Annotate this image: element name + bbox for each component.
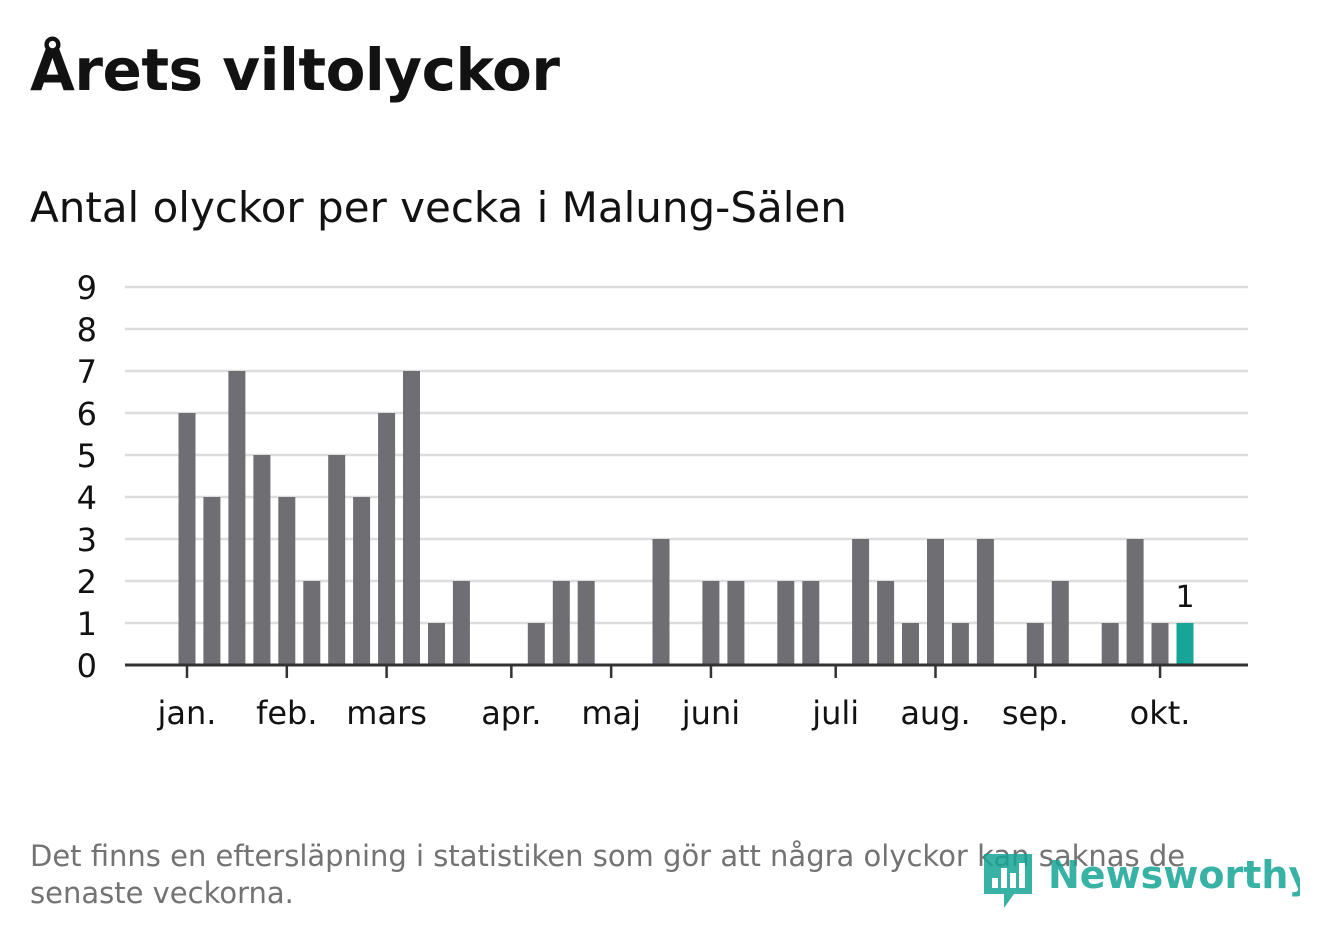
bar xyxy=(1126,539,1144,665)
x-tick-label: juni xyxy=(681,694,740,732)
bar xyxy=(403,371,420,665)
y-tick-label: 8 xyxy=(77,311,97,349)
y-tick-label: 7 xyxy=(77,353,97,391)
x-tick-label: maj xyxy=(581,694,641,732)
bar xyxy=(927,539,944,665)
bar xyxy=(727,581,745,665)
bar xyxy=(203,497,221,665)
bar xyxy=(278,497,296,665)
newsworthy-logo: Newsworthy xyxy=(984,853,1300,908)
bar-chart: 0 1 2 3 4 5 6 7 8 9 jan. feb. mars apr. maj juni juli au… xyxy=(77,269,1248,732)
bar xyxy=(452,581,470,665)
bars xyxy=(178,371,1194,665)
bar xyxy=(902,623,919,665)
bar xyxy=(552,581,570,665)
gridlines xyxy=(125,285,1248,625)
x-tick-label: jan. xyxy=(157,694,217,732)
x-tick-label: aug. xyxy=(900,694,970,732)
bar xyxy=(951,623,969,665)
bar xyxy=(527,623,545,665)
y-tick-label: 4 xyxy=(77,479,97,517)
bar xyxy=(1051,581,1069,665)
bar xyxy=(976,539,994,665)
bar xyxy=(253,455,271,665)
bar xyxy=(228,371,246,665)
y-tick-label: 3 xyxy=(77,521,97,559)
bar xyxy=(178,413,196,665)
newsworthy-logo-text: Newsworthy xyxy=(1048,853,1300,897)
y-tick-label: 1 xyxy=(77,605,97,643)
bar xyxy=(802,581,820,665)
data-labels: 1 xyxy=(1175,580,1194,615)
newsworthy-logo-icon xyxy=(984,854,1032,908)
x-tick-label: mars xyxy=(346,694,427,732)
bar xyxy=(852,539,870,665)
bar xyxy=(1026,623,1044,665)
x-tick-label: sep. xyxy=(1002,694,1069,732)
x-tick-label: juli xyxy=(811,694,859,732)
x-tick-label: feb. xyxy=(256,694,317,732)
bar xyxy=(328,455,346,665)
bar xyxy=(353,497,371,665)
y-tick-label: 2 xyxy=(77,563,97,601)
bar xyxy=(378,413,396,665)
y-tick-label: 6 xyxy=(77,395,97,433)
bar xyxy=(777,581,795,665)
bar xyxy=(1176,623,1194,665)
x-tick-label: apr. xyxy=(481,694,541,732)
bar xyxy=(877,581,895,665)
bar xyxy=(428,623,445,665)
chart-subtitle: Antal olyckor per vecka i Malung-Sälen xyxy=(30,183,847,232)
bar xyxy=(1101,623,1119,665)
bar xyxy=(652,539,670,665)
y-axis-labels: 0 1 2 3 4 5 6 7 8 9 xyxy=(77,269,97,685)
bar xyxy=(702,581,720,665)
x-tick-label: okt. xyxy=(1130,694,1191,732)
bar xyxy=(577,581,595,665)
highlight-data-label: 1 xyxy=(1175,580,1194,615)
y-tick-label: 9 xyxy=(77,269,97,307)
chart-title: Årets viltolyckor xyxy=(30,36,560,104)
y-tick-label: 0 xyxy=(77,647,97,685)
bar xyxy=(303,581,321,665)
x-axis-ticks: jan. feb. mars apr. maj juni juli aug. sep. okt. xyxy=(157,665,1191,732)
y-tick-label: 5 xyxy=(77,437,97,475)
bar xyxy=(1151,623,1169,665)
